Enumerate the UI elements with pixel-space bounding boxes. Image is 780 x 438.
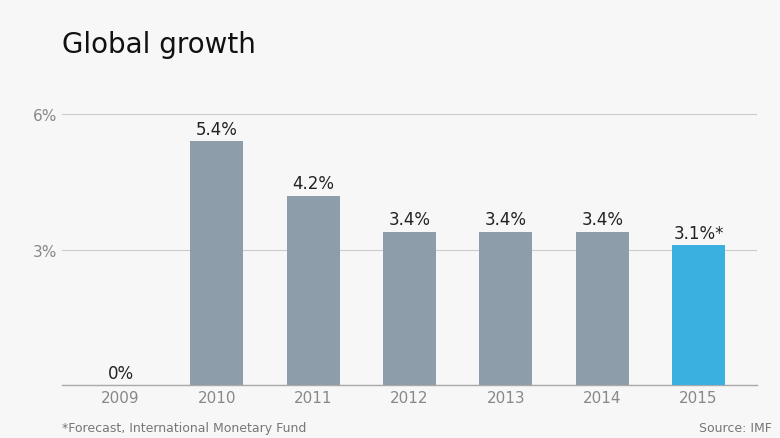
Text: 3.1%*: 3.1%* — [673, 224, 724, 242]
Text: 3.4%: 3.4% — [485, 211, 527, 229]
Bar — [287, 196, 339, 385]
Bar — [190, 142, 243, 385]
Text: 5.4%: 5.4% — [196, 120, 238, 138]
Text: 3.4%: 3.4% — [388, 211, 431, 229]
Text: 3.4%: 3.4% — [581, 211, 623, 229]
Text: 4.2%: 4.2% — [292, 174, 334, 192]
Bar — [383, 232, 436, 385]
Text: Source: IMF: Source: IMF — [700, 420, 772, 434]
Bar — [480, 232, 532, 385]
Bar — [672, 246, 725, 385]
Bar — [576, 232, 629, 385]
Text: 0%: 0% — [108, 364, 133, 382]
Text: Global growth: Global growth — [62, 31, 257, 59]
Text: *Forecast, International Monetary Fund: *Forecast, International Monetary Fund — [62, 420, 307, 434]
